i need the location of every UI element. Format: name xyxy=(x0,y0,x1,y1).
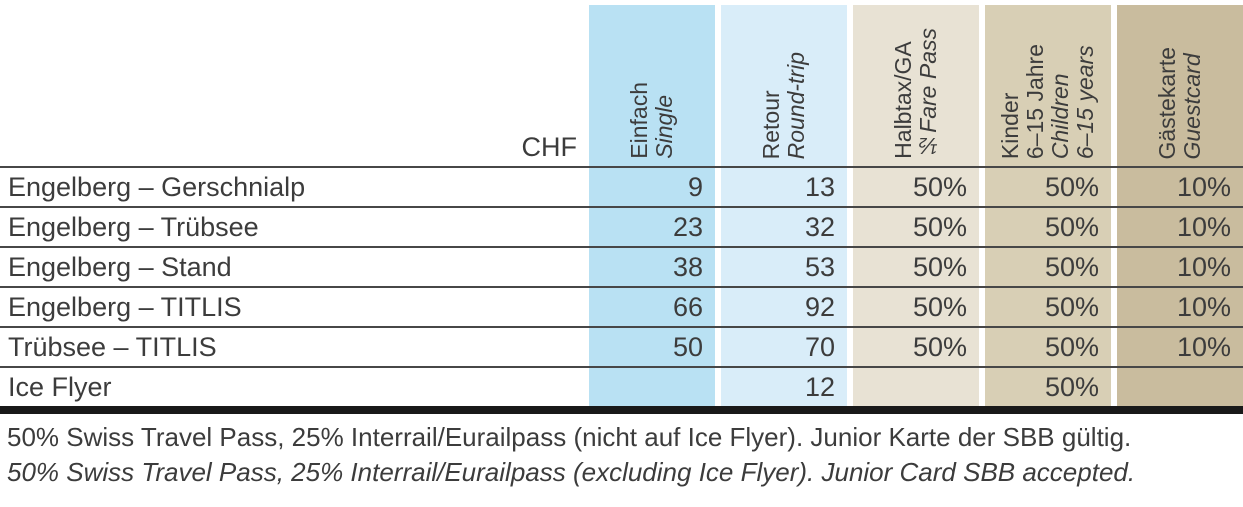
price-cell-halbtax: 50% xyxy=(853,208,979,246)
route-label: Ice Flyer xyxy=(0,368,583,406)
price-cell-roundtrip: 70 xyxy=(721,328,847,366)
footnote-german: 50% Swiss Travel Pass, 25% Interrail/Eur… xyxy=(7,422,1132,452)
price-cell-guestcard: 10% xyxy=(1117,168,1243,206)
price-cell-roundtrip: 92 xyxy=(721,288,847,326)
price-cell-single: 23 xyxy=(589,208,715,246)
column-header-label-en: Single xyxy=(651,95,677,159)
column-header-text: Einfach Single xyxy=(626,82,677,159)
footnote-english: 50% Swiss Travel Pass, 25% Interrail/Eur… xyxy=(7,457,1136,487)
column-header-kinder-children: Kinder 6–15 Jahre Children 6–15 years xyxy=(985,5,1111,166)
route-label: Trübsee – TITLIS xyxy=(0,328,583,366)
column-header-label-de: Einfach xyxy=(626,82,652,159)
price-cell-halbtax: 50% xyxy=(853,168,979,206)
price-row-titlis: Engelberg – TITLIS 66 92 50% 50% 10% xyxy=(0,288,1243,328)
column-header-text: Gästekarte Guestcard xyxy=(1154,46,1205,160)
table-bottom-bar xyxy=(0,406,1243,414)
price-cell-children: 50% xyxy=(985,208,1111,246)
price-cell-guestcard: 10% xyxy=(1117,208,1243,246)
price-cell-halbtax: 50% xyxy=(853,288,979,326)
column-header-label-de: Retour xyxy=(758,89,784,159)
column-header-text: Retour Round-trip xyxy=(758,51,809,159)
price-table: CHF Einfach Single Retour Round-trip Halbt… xyxy=(0,5,1243,490)
column-header-label-en: Round-trip xyxy=(783,51,809,159)
column-header-label-en: Guestcard xyxy=(1179,52,1205,159)
price-cell-guestcard: 10% xyxy=(1117,328,1243,366)
currency-label: CHF xyxy=(0,5,583,166)
price-cell-children: 50% xyxy=(985,328,1111,366)
price-cell-single: 38 xyxy=(589,248,715,286)
column-header-label-de: Halbtax/GA xyxy=(890,41,916,159)
column-header-text: Halbtax/GA ½Fare Pass xyxy=(890,28,941,159)
column-header-retour-roundtrip: Retour Round-trip xyxy=(721,5,847,166)
price-cell-children: 50% xyxy=(985,368,1111,406)
price-cell-halbtax: 50% xyxy=(853,328,979,366)
route-label: Engelberg – Gerschnialp xyxy=(0,168,583,206)
route-label: Engelberg – TITLIS xyxy=(0,288,583,326)
price-row-gerschnialp: Engelberg – Gerschnialp 9 13 50% 50% 10% xyxy=(0,168,1243,208)
price-cell-single: 50 xyxy=(589,328,715,366)
price-cell-guestcard xyxy=(1117,368,1243,406)
footnotes: 50% Swiss Travel Pass, 25% Interrail/Eur… xyxy=(0,414,1243,490)
price-cell-children: 50% xyxy=(985,248,1111,286)
price-row-ice-flyer: Ice Flyer 12 50% xyxy=(0,368,1243,406)
column-header-gaestekarte-guestcard: Gästekarte Guestcard xyxy=(1117,5,1243,166)
price-cell-children: 50% xyxy=(985,168,1111,206)
column-header-label-de: Gästekarte xyxy=(1154,46,1180,160)
column-header-label-en: ½Fare Pass xyxy=(915,28,941,159)
column-header-label-de: Kinder xyxy=(997,92,1023,159)
price-row-truebsee-titlis: Trübsee – TITLIS 50 70 50% 50% 10% xyxy=(0,328,1243,368)
price-cell-halbtax: 50% xyxy=(853,248,979,286)
price-cell-single: 9 xyxy=(589,168,715,206)
column-header-label-en: Children xyxy=(1047,73,1073,159)
column-header-einfach-single: Einfach Single xyxy=(589,5,715,166)
price-cell-guestcard: 10% xyxy=(1117,248,1243,286)
price-cell-roundtrip: 53 xyxy=(721,248,847,286)
column-header-label-de2: 6–15 Jahre xyxy=(1022,43,1048,159)
price-row-stand: Engelberg – Stand 38 53 50% 50% 10% xyxy=(0,248,1243,288)
table-header-row: CHF Einfach Single Retour Round-trip Halbt… xyxy=(0,5,1243,168)
column-header-label-en2: 6–15 years xyxy=(1072,45,1098,159)
price-cell-roundtrip: 13 xyxy=(721,168,847,206)
price-cell-guestcard: 10% xyxy=(1117,288,1243,326)
route-label: Engelberg – Stand xyxy=(0,248,583,286)
price-cell-roundtrip: 12 xyxy=(721,368,847,406)
price-cell-single: 66 xyxy=(589,288,715,326)
price-cell-halbtax xyxy=(853,368,979,406)
route-label: Engelberg – Trübsee xyxy=(0,208,583,246)
column-header-halbtax-ga: Halbtax/GA ½Fare Pass xyxy=(853,5,979,166)
price-cell-children: 50% xyxy=(985,288,1111,326)
column-header-text: Kinder 6–15 Jahre Children 6–15 years xyxy=(997,43,1098,159)
price-cell-single xyxy=(589,368,715,406)
price-row-truebsee: Engelberg – Trübsee 23 32 50% 50% 10% xyxy=(0,208,1243,248)
price-cell-roundtrip: 32 xyxy=(721,208,847,246)
